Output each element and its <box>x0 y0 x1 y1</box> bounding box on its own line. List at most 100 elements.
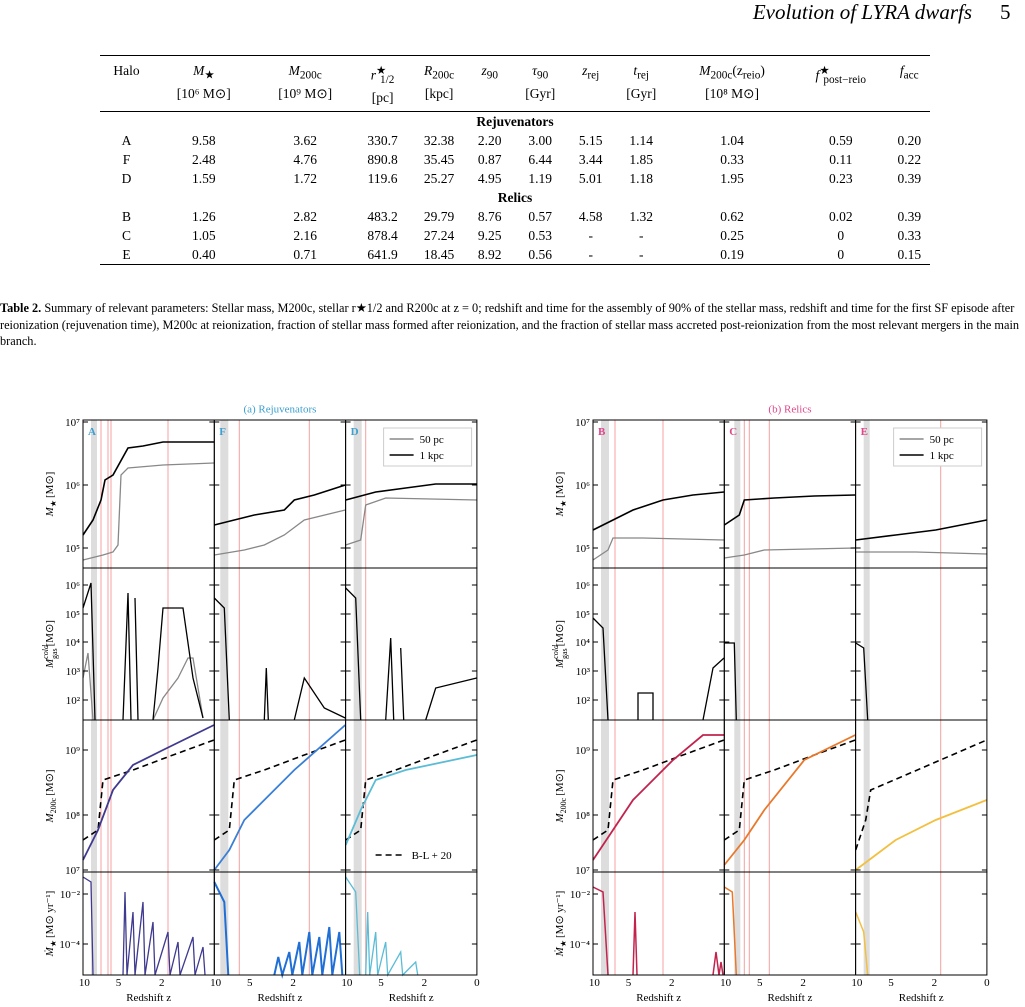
table-cell: 1.26 <box>191 208 216 224</box>
table-cell: 0.53 <box>528 227 553 243</box>
x-tick-label: 0 <box>474 977 480 989</box>
table-cell: 0.15 <box>897 246 922 262</box>
x-axis-label: Redshift z <box>899 992 944 1004</box>
label-sub: 200c <box>559 797 568 813</box>
table-cell: 1.32 <box>629 208 654 224</box>
header-sub: 90 <box>537 69 549 82</box>
column-header: Halo <box>100 55 154 113</box>
table-cell: 0.56 <box>528 246 553 262</box>
panel-frame <box>855 871 988 976</box>
panel-letter: E <box>861 426 868 438</box>
y-tick-label: 10² <box>66 695 81 707</box>
column-header: trej [Gyr] <box>611 55 671 113</box>
table-cell: B <box>122 208 132 224</box>
label-sub: 200c <box>49 797 58 813</box>
header-symbol: f <box>815 67 820 83</box>
table-row: A 9.58 3.62 330.7 32.38 2.20 3.00 5.15 1.14 1.04 0… <box>100 131 930 150</box>
table-cell: 5.15 <box>578 132 603 148</box>
header-symbol: M <box>699 63 711 78</box>
header-sub: rej <box>637 69 650 82</box>
y-tick-label: 10⁴ <box>65 637 80 649</box>
table-cell: 25.27 <box>423 170 455 186</box>
caption-label: Table 2. <box>0 301 42 315</box>
label-sub: ★ <box>49 940 58 947</box>
panel-frame <box>213 567 347 721</box>
header-sup: ★ <box>375 65 387 77</box>
y-tick-label: 10⁻² <box>570 889 591 901</box>
column-b <box>592 420 725 976</box>
table-cell: F <box>122 151 131 167</box>
panel-letter: D <box>351 426 359 438</box>
x-tick-label: 10 <box>589 977 601 989</box>
x-tick-label: 10 <box>851 977 863 989</box>
table-cell: 9.25 <box>477 227 502 243</box>
header-row: Halo M★ [10⁶ M⊙] M200c [10⁹ M⊙] r★1/2 [pc] R200… <box>100 55 930 113</box>
x-tick-label: 5 <box>626 977 632 989</box>
column-e <box>854 420 988 976</box>
table-cell: 2.82 <box>293 208 318 224</box>
x-tick-label: 5 <box>247 977 253 989</box>
legend-label: 50 pc <box>420 434 444 446</box>
header-sub: 90 <box>486 69 498 82</box>
table-cell: - <box>638 246 644 262</box>
group-title: Rejuvenators <box>476 113 554 129</box>
table-cell: 4.76 <box>293 151 318 167</box>
table-row: C 1.05 2.16 878.4 27.24 9.25 0.53 - - 0.25 0 0.33 <box>100 226 930 245</box>
figure: (a) Rejuvenators 10⁵ 10⁶ 10⁷ 10² 10³ 10⁴ 10⁵ 10⁶… <box>41 404 990 1004</box>
table-cell: 3.44 <box>578 151 603 167</box>
header-sub: acc <box>903 69 919 82</box>
label-symbol: M <box>554 658 566 669</box>
legend-box <box>893 427 983 467</box>
y-tick-label: 10⁻⁴ <box>59 939 80 951</box>
y-tick-label: 10⁵ <box>65 543 80 555</box>
table-cell: 3.62 <box>293 132 318 148</box>
table-cell: 119.6 <box>367 170 398 186</box>
x-tick-label: 5 <box>378 977 384 989</box>
y-tick-label: 10⁻² <box>60 889 81 901</box>
column-header: facc <box>888 55 930 113</box>
label-symbol: M <box>554 813 566 824</box>
table-cell: 4.95 <box>477 170 502 186</box>
column-d <box>344 420 477 978</box>
group-title: Relics <box>497 189 533 205</box>
legend-label: 1 kpc <box>930 450 954 462</box>
y-tick-label: 10⁴ <box>575 637 590 649</box>
label-symbol: M <box>44 506 56 517</box>
header-symbol: z <box>582 63 588 78</box>
x-tick-label: 2 <box>290 977 296 989</box>
group-row: Relics <box>100 188 930 207</box>
table-row: E 0.40 0.71 641.9 18.45 8.92 0.56 - - 0.19 0 0.15 <box>100 245 930 265</box>
header-symbol: τ <box>532 63 537 78</box>
y-tick-label: 10⁷ <box>575 417 590 429</box>
y-tick-label: 10⁶ <box>575 580 590 592</box>
header-unit: [10⁸ M⊙] <box>705 85 759 101</box>
header-sub: 200c <box>710 69 733 82</box>
panel-letter: B <box>598 426 606 438</box>
table-row: B 1.26 2.82 483.2 29.79 8.76 0.57 4.58 1.32 0.62 0… <box>100 207 930 226</box>
legend-label: B-L + 20 <box>412 850 453 862</box>
table-cell: 0.62 <box>720 208 744 224</box>
header-sub: 1/2 <box>380 74 395 87</box>
table-cell: 0.20 <box>897 132 922 148</box>
label-sub: ★ <box>559 940 568 947</box>
table-cell: 0.11 <box>829 151 853 167</box>
y-tick-label: 10⁷ <box>65 417 80 429</box>
table-cell: 6.44 <box>528 151 553 167</box>
header-tail: ) <box>760 63 765 78</box>
column-header: z90 <box>469 55 511 113</box>
panel-frame <box>592 871 725 976</box>
legend-label: 50 pc <box>930 434 954 446</box>
label-sub: ★ <box>49 500 58 507</box>
group-row: Rejuvenators <box>100 112 930 132</box>
header-symbol: Halo <box>113 63 140 78</box>
table-cell: 1.59 <box>191 170 216 186</box>
table-cell: 0.40 <box>191 246 216 262</box>
table-cell: 8.76 <box>477 208 502 224</box>
label-unit: [M⊙ yr⁻¹] <box>44 891 56 938</box>
table-cell: 2.48 <box>191 151 216 167</box>
table-cell: 3.00 <box>528 132 553 148</box>
y-axis-label: M★ [M⊙] <box>554 472 568 518</box>
label-sub: gas <box>50 648 59 659</box>
figure-title: (a) Rejuvenators <box>243 404 316 416</box>
